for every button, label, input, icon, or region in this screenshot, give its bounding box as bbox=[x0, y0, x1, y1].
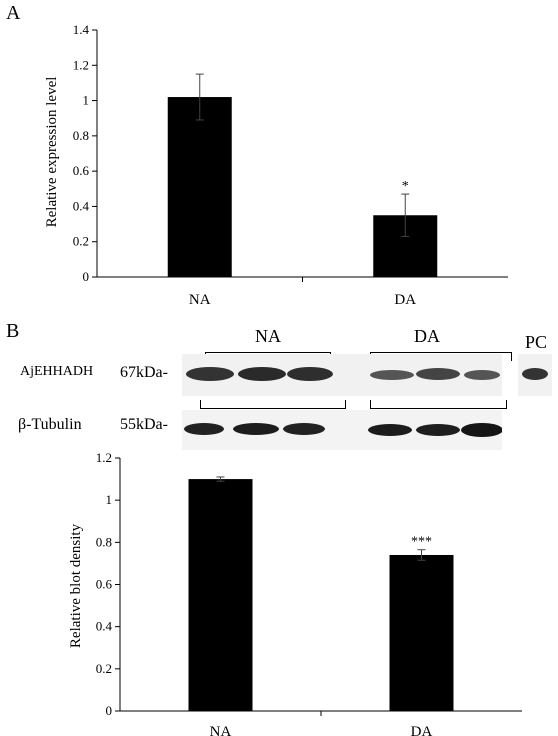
blot-row2-size: 55kDa- bbox=[120, 416, 168, 433]
chart-a-y-tick-label: 0.6 bbox=[73, 163, 90, 178]
chart-b-bar bbox=[188, 479, 253, 711]
blot-band bbox=[464, 370, 500, 380]
blot-band bbox=[416, 424, 460, 436]
chart-b-y-tick-label: 0.4 bbox=[96, 619, 113, 634]
chart-a-significance-label: * bbox=[402, 179, 409, 194]
chart-b-y-tick-label: 0.8 bbox=[96, 534, 112, 549]
blot-group-label-da: DA bbox=[414, 326, 440, 346]
chart-b-bar bbox=[389, 554, 454, 711]
blot-band bbox=[287, 367, 333, 381]
chart-a-y-tick-label: 1.4 bbox=[73, 22, 90, 37]
chart-a-axes: 0 0.2 0.4 0.6 0.8 1 1.2 1.4 bbox=[73, 22, 508, 284]
chart-a-ylabel: Relative expression level bbox=[44, 77, 60, 228]
blot-band bbox=[233, 423, 279, 435]
chart-b-significance-label: *** bbox=[411, 535, 432, 550]
blot-band bbox=[184, 423, 224, 435]
chart-a: 0 0.2 0.4 0.6 0.8 1 1.2 1.4 NA * DA Relative expr… bbox=[44, 22, 508, 308]
chart-a-y-tick-label: 1 bbox=[83, 93, 90, 108]
chart-a-y-tick-label: 0.4 bbox=[73, 198, 90, 213]
chart-b-ylabel: Relative blot density bbox=[68, 523, 84, 648]
chart-b-y-tick-label: 0.6 bbox=[96, 577, 113, 592]
chart-b-y-tick-label: 1 bbox=[106, 492, 113, 507]
chart-a-x-tick-label: DA bbox=[394, 292, 416, 308]
blot-band bbox=[283, 423, 325, 435]
chart-b-y-tick-label: 0.2 bbox=[96, 661, 112, 676]
chart-a-bars: NA * DA bbox=[167, 73, 438, 308]
blot-bracket-da-bottom bbox=[370, 400, 507, 409]
blot-bracket-na-bottom bbox=[200, 400, 346, 409]
blot-row1-protein: AjEHHADH bbox=[20, 364, 94, 379]
blot-pc-label: PC bbox=[524, 332, 548, 352]
chart-b: 0 0.2 0.4 0.6 0.8 1 1.2 NA *** DA Relative blot … bbox=[68, 450, 522, 736]
blot-group-label-na: NA bbox=[255, 326, 281, 346]
blot-image-row2 bbox=[182, 410, 502, 450]
chart-b-y-tick-label: 1.2 bbox=[96, 450, 112, 465]
panel-a-letter: A bbox=[6, 2, 21, 24]
panel-b-letter: B bbox=[6, 320, 20, 342]
blot-row1-size: 67kDa- bbox=[120, 364, 168, 381]
blot-band bbox=[186, 367, 234, 381]
chart-b-bars: NA *** DA bbox=[188, 476, 454, 736]
chart-a-y-tick-label: 0.2 bbox=[73, 234, 89, 249]
chart-b-x-tick-label: NA bbox=[210, 724, 232, 736]
chart-a-bar bbox=[167, 97, 232, 278]
blot-band bbox=[368, 424, 412, 436]
blot-row2-protein: β-Tubulin bbox=[18, 416, 82, 433]
blot-pc-band bbox=[518, 354, 552, 396]
chart-b-x-tick-label: DA bbox=[411, 724, 433, 736]
chart-a-y-tick-label: 0 bbox=[83, 269, 90, 284]
chart-a-x-tick-label: NA bbox=[189, 292, 211, 308]
chart-a-y-tick-label: 0.8 bbox=[73, 128, 89, 143]
chart-b-y-tick-label: 0 bbox=[106, 703, 113, 718]
blot-band bbox=[370, 370, 414, 380]
blot-band bbox=[416, 368, 460, 380]
blot-band bbox=[238, 367, 286, 381]
blot-band bbox=[461, 423, 502, 437]
blot-image-row1 bbox=[182, 354, 502, 396]
chart-a-y-tick-label: 1.2 bbox=[73, 57, 89, 72]
chart-b-axes: 0 0.2 0.4 0.6 0.8 1 1.2 bbox=[96, 450, 522, 718]
